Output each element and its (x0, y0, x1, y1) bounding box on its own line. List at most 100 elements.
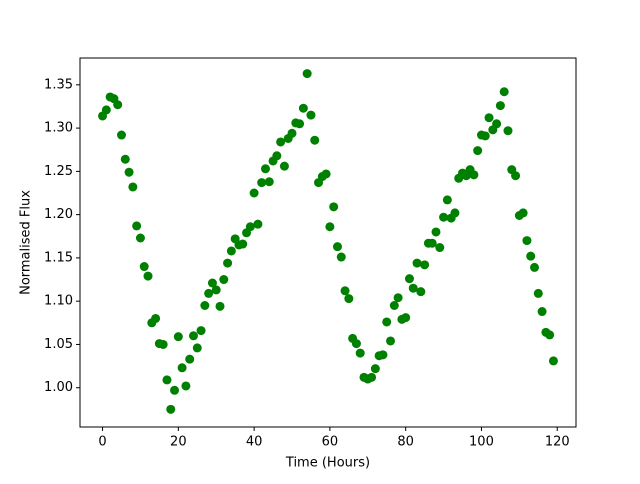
point (185, 354, 195, 364)
x-tick-label: 100 (469, 435, 494, 450)
y-axis-label: Normalised Flux (19, 190, 34, 295)
point (325, 222, 335, 232)
point (207, 278, 217, 288)
x-tick-label: 80 (397, 435, 414, 450)
point (435, 243, 445, 253)
point (181, 381, 191, 391)
point (113, 100, 123, 110)
point (416, 287, 426, 297)
point (484, 113, 494, 123)
y-tick-label: 1.35 (44, 77, 73, 92)
point (499, 87, 509, 97)
point (116, 130, 126, 140)
point (495, 101, 505, 111)
point (427, 238, 437, 248)
point (253, 219, 263, 229)
point (166, 404, 176, 414)
point (321, 169, 331, 179)
y-tick-label: 1.30 (44, 121, 73, 136)
point (120, 154, 130, 164)
point (530, 262, 540, 272)
y-tick-label: 1.00 (44, 380, 73, 395)
point (548, 356, 558, 366)
point (226, 246, 236, 256)
point (526, 251, 536, 261)
y-tick-label: 1.25 (44, 164, 73, 179)
point (408, 283, 418, 293)
plot-frame (79, 57, 577, 428)
point (257, 178, 267, 188)
point (545, 330, 555, 340)
point (367, 372, 377, 382)
point (404, 274, 414, 284)
point (298, 103, 308, 113)
point (355, 348, 365, 358)
point (302, 69, 312, 79)
point (370, 364, 380, 374)
point (503, 126, 513, 136)
y-tick-label: 1.10 (44, 294, 73, 309)
point (522, 236, 532, 246)
point (378, 350, 388, 360)
point (192, 343, 202, 353)
point (295, 119, 305, 129)
point (329, 202, 339, 212)
point (200, 301, 210, 310)
point (101, 105, 111, 115)
point (128, 182, 138, 192)
x-tick-label: 20 (170, 435, 187, 450)
point (264, 177, 274, 187)
y-tick-label: 1.15 (44, 250, 73, 265)
point (469, 170, 479, 180)
x-tick-label: 0 (98, 435, 106, 450)
point (139, 262, 149, 272)
point (143, 271, 153, 281)
point (382, 317, 392, 327)
point (177, 363, 187, 373)
y-tick-label: 1.05 (44, 337, 73, 352)
point (533, 288, 543, 298)
point (249, 188, 259, 198)
point (537, 307, 547, 317)
point (279, 161, 289, 171)
point (272, 151, 282, 161)
point (518, 208, 528, 218)
point (336, 252, 346, 262)
point (306, 110, 316, 120)
x-tick-label: 40 (246, 435, 263, 450)
point (211, 285, 221, 295)
x-tick-label: 60 (322, 435, 339, 450)
point (344, 294, 354, 304)
point (332, 242, 342, 252)
point (215, 301, 225, 311)
point (473, 146, 483, 156)
point (188, 331, 198, 341)
point (238, 239, 248, 249)
point (170, 385, 180, 395)
point (245, 222, 255, 232)
point (151, 313, 161, 323)
point (173, 332, 183, 342)
point (158, 339, 168, 349)
y-tick-label: 1.20 (44, 207, 73, 222)
x-axis-label: Time (Hours) (285, 456, 370, 471)
point (135, 233, 145, 243)
point (439, 212, 449, 222)
x-tick-label: 120 (545, 435, 570, 450)
point (480, 131, 490, 141)
point (420, 260, 430, 270)
point (287, 128, 297, 138)
point (450, 208, 460, 218)
point (276, 137, 286, 147)
point (204, 288, 214, 298)
point (223, 258, 233, 268)
point (310, 135, 320, 145)
point (196, 326, 206, 336)
point (412, 258, 422, 268)
point (162, 375, 172, 385)
point (386, 336, 396, 346)
point (351, 339, 361, 349)
point (393, 293, 403, 303)
point (389, 301, 399, 310)
